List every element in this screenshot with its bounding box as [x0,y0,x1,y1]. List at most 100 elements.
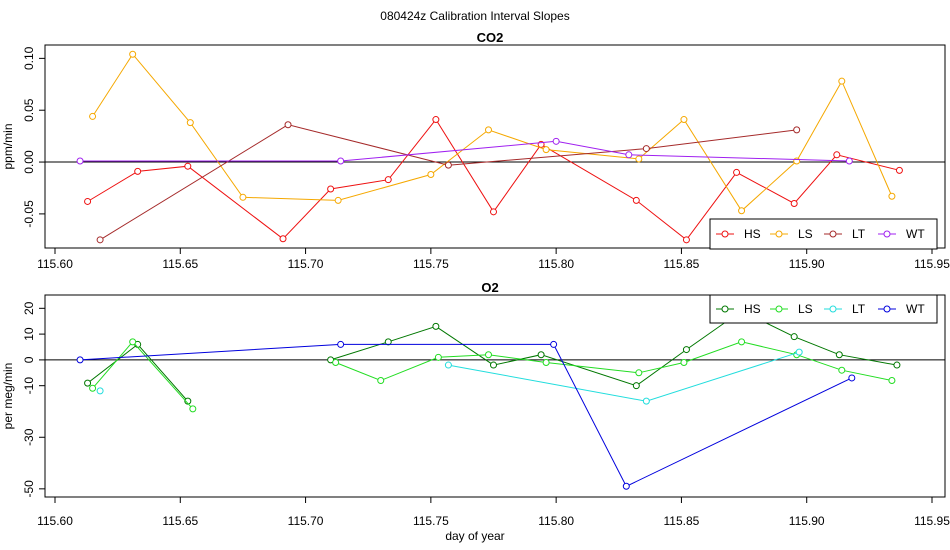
legend-label: LS [798,227,813,241]
data-point [444,361,452,369]
panels: CO2 115.60 115.65 115.70 115.75 115.80 115.85 1… [1,30,950,528]
data-point [490,361,497,369]
data-point [89,384,97,392]
legend: HS LS LT WT [709,218,938,250]
data-point [284,121,292,129]
data-point [542,358,550,366]
x-tick-label: 115.60 [37,514,73,528]
series-line [92,341,194,410]
data-point [845,157,853,165]
data-point [96,236,104,244]
legend-label: WT [906,227,925,241]
x-tick-label: 115.75 [413,514,449,528]
data-point [622,482,630,490]
data-point [542,146,550,154]
data-point [184,162,192,170]
legend-swatch-marker [883,305,891,313]
plot-frame [44,294,946,498]
legend-label: HS [744,227,761,241]
data-point [680,116,688,124]
data-point [635,155,643,163]
data-point [186,119,194,127]
panel-title: CO2 [477,30,504,45]
data-point [790,200,798,208]
series-wt [76,340,856,490]
legend-box [709,218,938,250]
x-tick-label: 115.75 [413,257,449,271]
legend-label: LS [798,302,813,316]
x-tick-label: 115.90 [789,257,825,271]
data-point [427,170,435,178]
data-point [642,145,650,153]
y-axis-label: per meg/min [1,363,15,430]
x-tick-label: 115.95 [914,514,950,528]
data-point [279,235,287,243]
data-point [888,377,896,385]
y-tick-label: 0.05 [22,98,36,122]
data-point [134,167,142,175]
y-tick-label: -30 [22,428,36,446]
data-point [625,151,633,159]
data-point [682,236,690,244]
x-tick-label: 115.80 [538,257,574,271]
data-point [96,387,104,395]
data-point [838,77,846,85]
data-point [189,405,197,413]
series-wt [76,137,853,165]
data-point [680,358,688,366]
x-tick-label: 115.70 [288,257,324,271]
data-point [550,340,558,348]
data-point [642,397,650,405]
data-point [790,333,798,341]
series-line [80,343,853,487]
y-tick-label: 20 [22,301,36,315]
y-tick-label: 0.00 [22,150,36,174]
data-point [184,397,192,405]
y-tick-label: -10 [22,377,36,395]
data-point [334,196,342,204]
data-point [635,369,643,377]
data-point [632,196,640,204]
legend-swatch-marker [829,230,837,238]
legend-swatch-marker [775,305,783,313]
data-point [738,338,746,346]
series-line [99,124,797,241]
data-point [835,351,843,359]
data-point [239,193,247,201]
data-point [793,126,801,134]
data-point [377,377,385,385]
data-point [795,348,803,356]
main-title: 080424z Calibration Interval Slopes [380,9,569,23]
data-point [537,351,545,359]
x-tick-label: 115.80 [538,514,574,528]
data-point [632,382,640,390]
y-tick-label: 0.10 [22,46,36,70]
legend-box [709,294,938,324]
series-line [80,140,850,162]
x-tick-label: 115.65 [162,514,198,528]
data-point [682,346,690,354]
series-lt [96,348,803,405]
panel-o2: O2 115.60 115.65 115.70 115.75 115.80 115.85 11… [1,280,950,528]
data-point [384,176,392,184]
y-axis-label: ppm/min [1,123,15,169]
legend-label: LT [852,227,866,241]
legend-label: WT [906,302,925,316]
series-hs [84,116,903,244]
x-tick-label: 115.85 [664,257,700,271]
data-point [733,168,741,176]
legend: HS LS LT WT [709,294,938,324]
data-point [76,356,84,364]
series-line [92,53,893,212]
x-tick-label: 115.65 [162,257,198,271]
data-point [84,379,92,387]
data-point [895,166,903,174]
data-point [490,208,497,216]
data-point [833,151,841,159]
data-point [444,161,452,169]
y-tick-label: -50 [22,480,36,498]
data-point [738,207,746,215]
data-point [484,126,492,134]
legend-swatch-marker [829,305,837,313]
data-point [432,116,440,124]
